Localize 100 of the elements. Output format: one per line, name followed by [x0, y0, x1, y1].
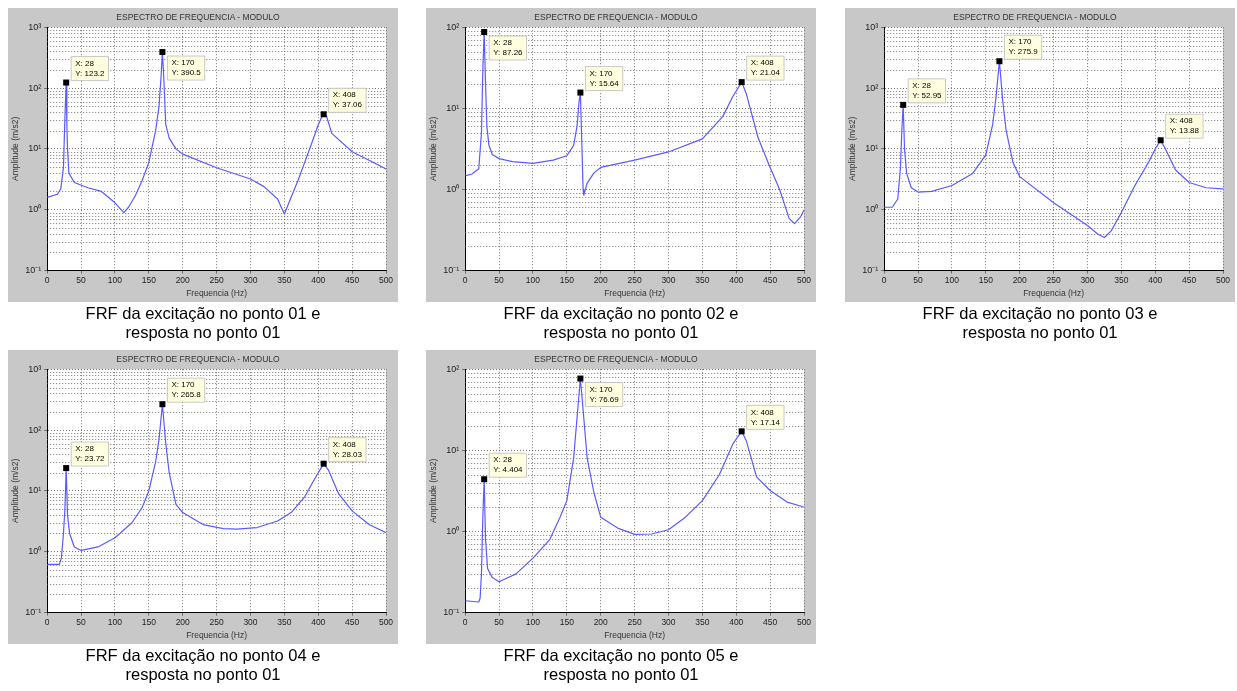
x-tick-label: 350 [277, 275, 292, 286]
y-axis-title: Amplitude (m/s2) [847, 116, 858, 182]
annotation: X: 408 Y: 21.04 [750, 58, 781, 78]
x-tick-label: 250 [627, 275, 642, 286]
x-tick-label: 50 [494, 275, 505, 286]
annotation: X: 170 Y: 15.64 [589, 68, 620, 88]
y-tick-label: 10⁰ [446, 183, 460, 194]
annotation: X: 170 Y: 390.5 [171, 58, 202, 78]
annotation: X: 28 Y: 87.26 [493, 38, 524, 58]
y-axis-title: Amplitude (m/s2) [428, 458, 439, 524]
x-tick-label: 150 [559, 275, 575, 286]
x-tick-label: 150 [978, 275, 994, 286]
annotation: X: 28 Y: 23.72 [75, 444, 106, 464]
x-tick-label: 500 [378, 275, 394, 286]
x-tick-label: 300 [243, 275, 258, 286]
annotation: X: 408 Y: 28.03 [332, 439, 363, 459]
chart-title: ESPECTRO DE FREQUENCIA - MODULO [116, 354, 281, 365]
y-tick-label: 10⁻¹ [443, 607, 460, 618]
text: FRF da excitação no ponto 01 e resposta no ponto 01 [84, 304, 322, 342]
y-tick-label: 10³ [28, 363, 42, 374]
y-tick-label: 10³ [865, 21, 879, 32]
x-tick-label: 0 [462, 275, 468, 286]
x-tick-label: 150 [141, 275, 157, 286]
x-tick-label: 0 [462, 617, 468, 628]
x-tick-label: 100 [107, 275, 123, 286]
text: FRF da excitação no ponto 03 e resposta no ponto 01 [921, 304, 1159, 342]
chart-title: ESPECTRO DE FREQUENCIA - MODULO [953, 12, 1118, 23]
y-tick-label: 10⁻¹ [443, 265, 460, 276]
x-tick-label: 250 [627, 617, 642, 628]
x-tick-label: 200 [593, 275, 609, 286]
y-axis-title: Amplitude (m/s2) [428, 116, 439, 182]
x-tick-label: 100 [525, 275, 541, 286]
x-axis-title: Frequencia (Hz) [186, 288, 248, 299]
x-tick-label: 0 [44, 275, 50, 286]
chart-title: ESPECTRO DE FREQUENCIA - MODULO [534, 354, 699, 365]
x-tick-label: 300 [1080, 275, 1095, 286]
x-tick-label: 100 [944, 275, 960, 286]
y-tick-label: 10¹ [446, 444, 460, 455]
x-tick-label: 450 [1182, 275, 1197, 286]
x-tick-label: 300 [661, 275, 676, 286]
x-tick-label: 350 [1114, 275, 1129, 286]
x-tick-label: 200 [593, 617, 609, 628]
x-tick-label: 150 [559, 617, 575, 628]
x-tick-label: 350 [277, 617, 292, 628]
x-tick-label: 400 [1148, 275, 1163, 286]
x-tick-label: 0 [881, 275, 887, 286]
y-tick-label: 10¹ [865, 143, 879, 154]
x-tick-label: 250 [1046, 275, 1061, 286]
x-tick-label: 200 [175, 275, 191, 286]
chart-title: ESPECTRO DE FREQUENCIA - MODULO [116, 12, 281, 23]
annotation: X: 170 Y: 265.8 [171, 380, 202, 400]
x-tick-label: 0 [44, 617, 50, 628]
x-tick-label: 500 [1215, 275, 1231, 286]
y-axis-title: Amplitude (m/s2) [10, 116, 21, 182]
x-axis-title: Frequencia (Hz) [186, 630, 248, 641]
y-tick-label: 10⁻¹ [25, 265, 42, 276]
y-tick-label: 10⁻¹ [862, 265, 879, 276]
annotation: X: 170 Y: 275.9 [1008, 37, 1039, 57]
y-tick-label: 10² [446, 21, 460, 32]
annotation: X: 170 Y: 76.69 [589, 384, 620, 404]
x-tick-label: 450 [763, 617, 778, 628]
text: FRF da excitação no ponto 05 e resposta no ponto 01 [502, 646, 740, 684]
x-tick-label: 250 [209, 617, 224, 628]
y-axis-title: Amplitude (m/s2) [10, 458, 21, 524]
x-axis-title: Frequencia (Hz) [1023, 288, 1085, 299]
x-tick-label: 300 [661, 617, 676, 628]
annotation: X: 28 Y: 123.2 [75, 58, 106, 78]
y-tick-label: 10⁰ [28, 546, 42, 557]
x-tick-label: 500 [796, 617, 812, 628]
x-tick-label: 300 [243, 617, 258, 628]
y-tick-label: 10⁻¹ [25, 607, 42, 618]
x-tick-label: 450 [345, 617, 360, 628]
y-tick-label: 10⁰ [865, 204, 879, 215]
annotation: X: 408 Y: 17.14 [750, 407, 781, 427]
y-tick-label: 10² [28, 82, 42, 93]
x-tick-label: 400 [729, 617, 744, 628]
x-tick-label: 50 [913, 275, 924, 286]
y-tick-label: 10¹ [446, 102, 460, 113]
x-tick-label: 400 [311, 275, 326, 286]
annotation: X: 28 Y: 4.404 [493, 455, 524, 475]
y-tick-label: 10³ [28, 21, 42, 32]
chart-title: ESPECTRO DE FREQUENCIA - MODULO [534, 12, 699, 23]
x-tick-label: 100 [525, 617, 541, 628]
x-tick-label: 200 [175, 617, 191, 628]
x-tick-label: 350 [695, 617, 710, 628]
x-tick-label: 500 [796, 275, 812, 286]
x-tick-label: 450 [345, 275, 360, 286]
x-tick-label: 200 [1012, 275, 1028, 286]
x-tick-label: 400 [311, 617, 326, 628]
x-tick-label: 450 [763, 275, 778, 286]
annotation: X: 408 Y: 37.06 [332, 90, 363, 110]
x-tick-label: 50 [76, 617, 87, 628]
x-tick-label: 400 [729, 275, 744, 286]
y-tick-label: 10¹ [28, 485, 42, 496]
text: FRF da excitação no ponto 02 e resposta no ponto 01 [502, 304, 740, 342]
x-tick-label: 100 [107, 617, 123, 628]
y-tick-label: 10² [865, 82, 879, 93]
x-tick-label: 250 [209, 275, 224, 286]
x-axis-title: Frequencia (Hz) [604, 288, 666, 299]
x-axis-title: Frequencia (Hz) [604, 630, 666, 641]
